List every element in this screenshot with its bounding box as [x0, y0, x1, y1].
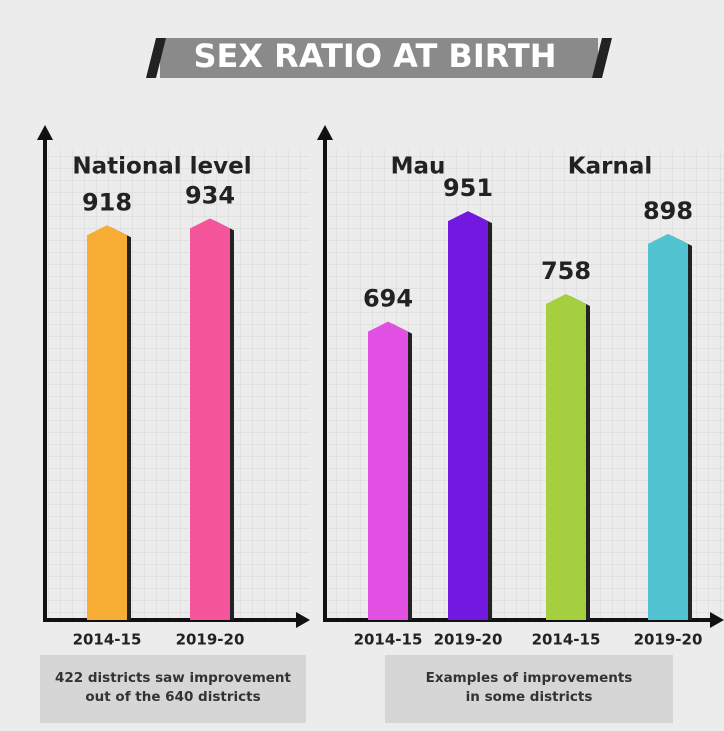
bar	[190, 218, 230, 620]
note: in some districts	[466, 689, 593, 705]
slash	[146, 38, 166, 78]
arrows	[37, 125, 724, 628]
title-band	[160, 38, 598, 78]
slash	[592, 38, 612, 78]
x-tick-label: 2014-15	[532, 631, 601, 649]
note-box	[40, 655, 306, 723]
title: SEX RATIO AT BIRTH	[193, 37, 556, 75]
value-label: 918	[82, 188, 132, 216]
x-tick-label: 2019-20	[176, 631, 245, 649]
chart-title: Mau	[391, 154, 446, 180]
note: out of the 640 districts	[85, 689, 260, 705]
x-tick-label: 2019-20	[634, 631, 703, 649]
bar	[448, 211, 488, 620]
x-tick-label: 2019-20	[434, 631, 503, 649]
value-label: 951	[443, 174, 493, 202]
value-label: 758	[541, 257, 591, 285]
bar	[87, 225, 127, 620]
chart-title: Karnal	[568, 154, 652, 180]
value-label: 898	[643, 197, 693, 225]
bar	[546, 294, 586, 620]
bar	[368, 321, 408, 620]
x-tick-label: 2014-15	[73, 631, 142, 649]
note: Examples of improvements	[426, 670, 633, 686]
x-tick-label: 2014-15	[354, 631, 423, 649]
bar	[648, 233, 688, 621]
note: 422 districts saw improvement	[55, 670, 292, 686]
value-label: 934	[185, 181, 235, 209]
note-box	[385, 655, 673, 723]
value-label: 694	[363, 285, 413, 313]
chart-title: National level	[72, 154, 251, 180]
